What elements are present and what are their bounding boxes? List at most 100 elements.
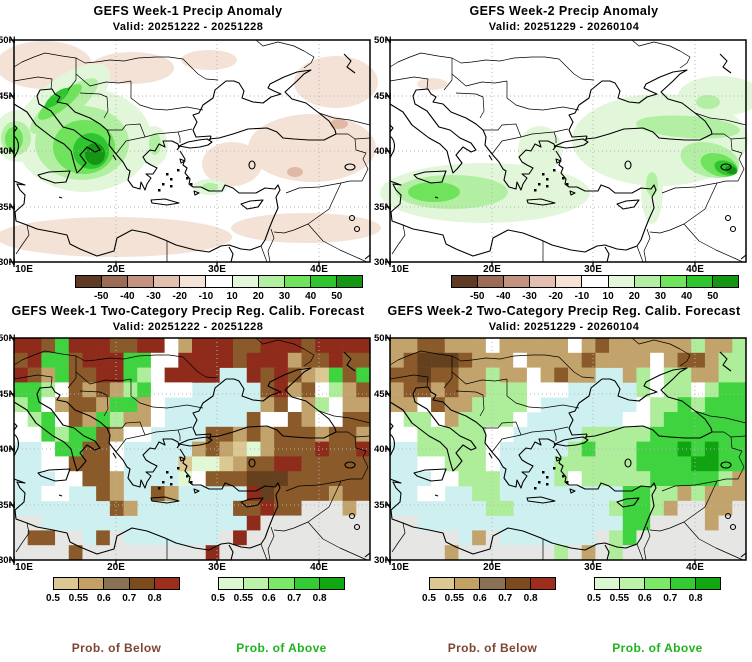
map-week2-anomaly: 10E 20E 30E 40E 50N 45N 40N 35N 30N [374, 36, 752, 275]
forecast-cell [732, 352, 747, 368]
colorbar-segment [479, 578, 505, 589]
colorbar-tick-label: -30 [146, 291, 161, 302]
forecast-cell [287, 367, 302, 383]
forecast-cell [485, 486, 500, 502]
forecast-cell [718, 545, 733, 561]
forecast-cell [260, 441, 275, 457]
forecast-cell [704, 515, 719, 531]
forecast-cell [150, 382, 165, 398]
forecast-cell [55, 456, 70, 472]
forecast-cell [499, 382, 514, 398]
forecast-cell [328, 545, 343, 561]
forecast-cell [472, 471, 487, 487]
forecast-cell [109, 338, 124, 354]
forecast-cell [109, 367, 124, 383]
forecast-cell [260, 338, 275, 354]
forecast-cell [513, 545, 528, 561]
forecast-cell [55, 367, 70, 383]
forecast-cell [356, 441, 371, 457]
y-axis-label: 35N [374, 500, 392, 511]
forecast-cell [650, 412, 665, 428]
forecast-cell [342, 412, 357, 428]
forecast-cell [526, 338, 541, 354]
forecast-cell [403, 352, 418, 368]
forecast-cell [622, 500, 637, 516]
panel-valid-range: Valid: 20251222 - 20251228 [112, 321, 264, 333]
x-axis-label: 30E [584, 562, 602, 573]
forecast-cell [568, 338, 582, 354]
forecast-cell [246, 500, 261, 516]
anomaly-region [636, 115, 740, 139]
y-axis-label: 50N [0, 333, 16, 344]
panel-valid-range: Valid: 20251229 - 20260104 [488, 21, 640, 33]
forecast-cell [663, 456, 678, 472]
forecast-cell [82, 471, 97, 487]
forecast-cell [472, 382, 487, 398]
forecast-cell [342, 397, 357, 413]
forecast-cell [431, 352, 446, 368]
forecast-cell [636, 530, 651, 546]
forecast-cell [485, 412, 500, 428]
forecast-cell [205, 471, 220, 487]
forecast-cell [403, 426, 418, 442]
forecast-cell [540, 367, 555, 383]
forecast-cell [219, 338, 234, 354]
forecast-cell [636, 382, 651, 398]
forecast-cell [513, 367, 528, 383]
forecast-cell [233, 530, 248, 546]
forecast-cell [636, 412, 651, 428]
forecast-cell [732, 530, 747, 546]
x-axis-label: 40E [686, 264, 704, 275]
forecast-cell [205, 338, 220, 354]
forecast-cell [636, 441, 651, 457]
forecast-cell [96, 426, 111, 442]
map-week1-anomaly: 10E 20E 30E 40E 50N 45N 40N 35N 30N [0, 36, 381, 275]
forecast-cell [137, 397, 152, 413]
colorbar-tick-label: 10 [602, 291, 614, 302]
forecast-cell [328, 441, 343, 457]
forecast-cell [82, 367, 97, 383]
forecast-cell [123, 426, 138, 442]
forecast-cell [274, 367, 289, 383]
forecast-cell [663, 338, 678, 354]
forecast-cell [609, 456, 624, 472]
forecast-cell [356, 338, 371, 354]
forecast-cell [609, 471, 624, 487]
colorbar-segment [127, 276, 154, 287]
forecast-cell [68, 426, 83, 442]
forecast-cell [246, 515, 261, 531]
forecast-cell [485, 441, 500, 457]
forecast-cell [472, 426, 487, 442]
colorbar-segment [243, 578, 269, 589]
panel-title: GEFS Week-1 Two-Category Precip Reg. Cal… [11, 304, 365, 318]
x-axis-label: 20E [107, 562, 125, 573]
forecast-cell [554, 338, 569, 354]
forecast-cell [260, 545, 275, 561]
forecast-cell [192, 352, 206, 368]
forecast-cell [301, 530, 316, 546]
forecast-cell [390, 338, 404, 354]
colorbar-tick-label: 0.5 [422, 593, 436, 604]
forecast-cell [636, 515, 651, 531]
colorbar-tick-label: -10 [198, 291, 214, 302]
forecast-cell [431, 412, 446, 428]
forecast-cell [123, 352, 138, 368]
forecast-cell [472, 352, 487, 368]
forecast-cell [485, 500, 500, 516]
forecast-cell [704, 486, 719, 502]
forecast-cell [356, 367, 371, 383]
forecast-cell [301, 412, 316, 428]
forecast-cell [691, 382, 706, 398]
forecast-cell [27, 530, 42, 546]
forecast-cell [554, 545, 569, 561]
forecast-cell [96, 338, 111, 354]
anomaly-region [85, 143, 105, 165]
forecast-cell [192, 471, 206, 487]
forecast-cell [568, 352, 582, 368]
forecast-cell [301, 352, 316, 368]
forecast-cell [178, 367, 193, 383]
forecast-cell [444, 530, 459, 546]
forecast-cell [178, 352, 193, 368]
forecast-cell [390, 412, 404, 428]
forecast-cell [663, 352, 678, 368]
